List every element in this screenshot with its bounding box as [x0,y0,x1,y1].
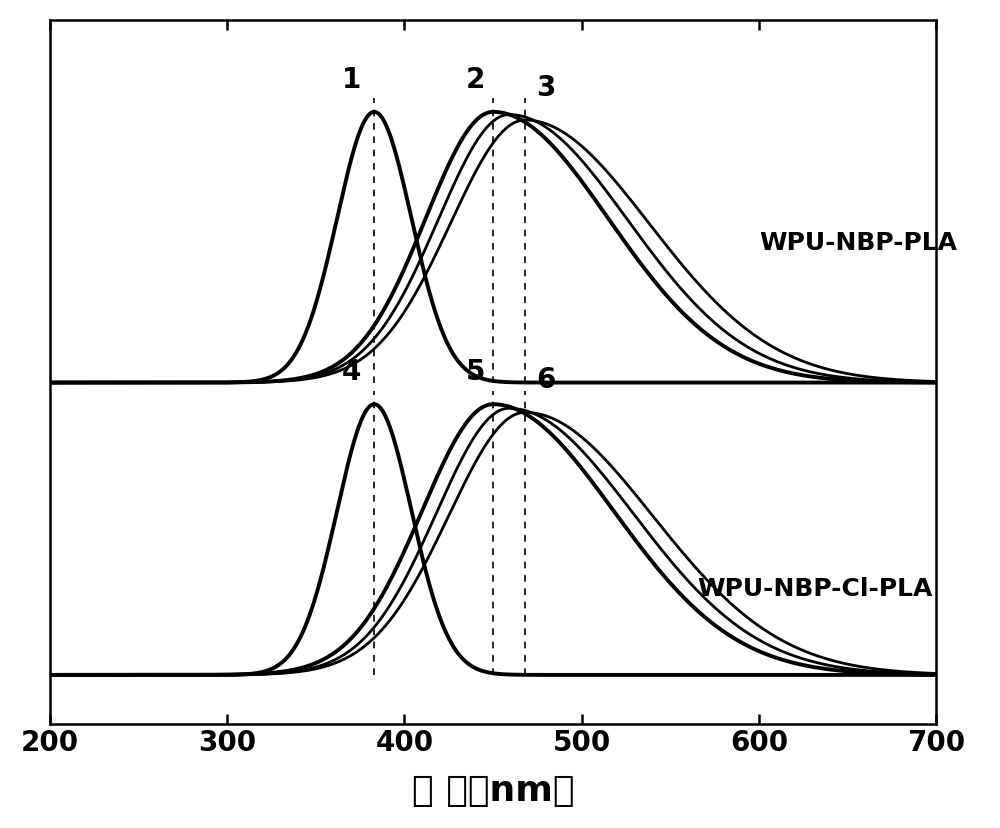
Text: WPU-NBP-PLA: WPU-NBP-PLA [759,230,957,254]
Text: WPU-NBP-Cl-PLA: WPU-NBP-Cl-PLA [697,576,932,600]
Text: 6: 6 [537,366,556,394]
Text: 1: 1 [342,66,361,94]
Text: 3: 3 [537,74,556,102]
Text: 2: 2 [466,66,485,94]
X-axis label: 波 长（nm）: 波 长（nm） [412,773,574,807]
Text: 4: 4 [342,358,361,386]
Text: 5: 5 [466,358,485,386]
